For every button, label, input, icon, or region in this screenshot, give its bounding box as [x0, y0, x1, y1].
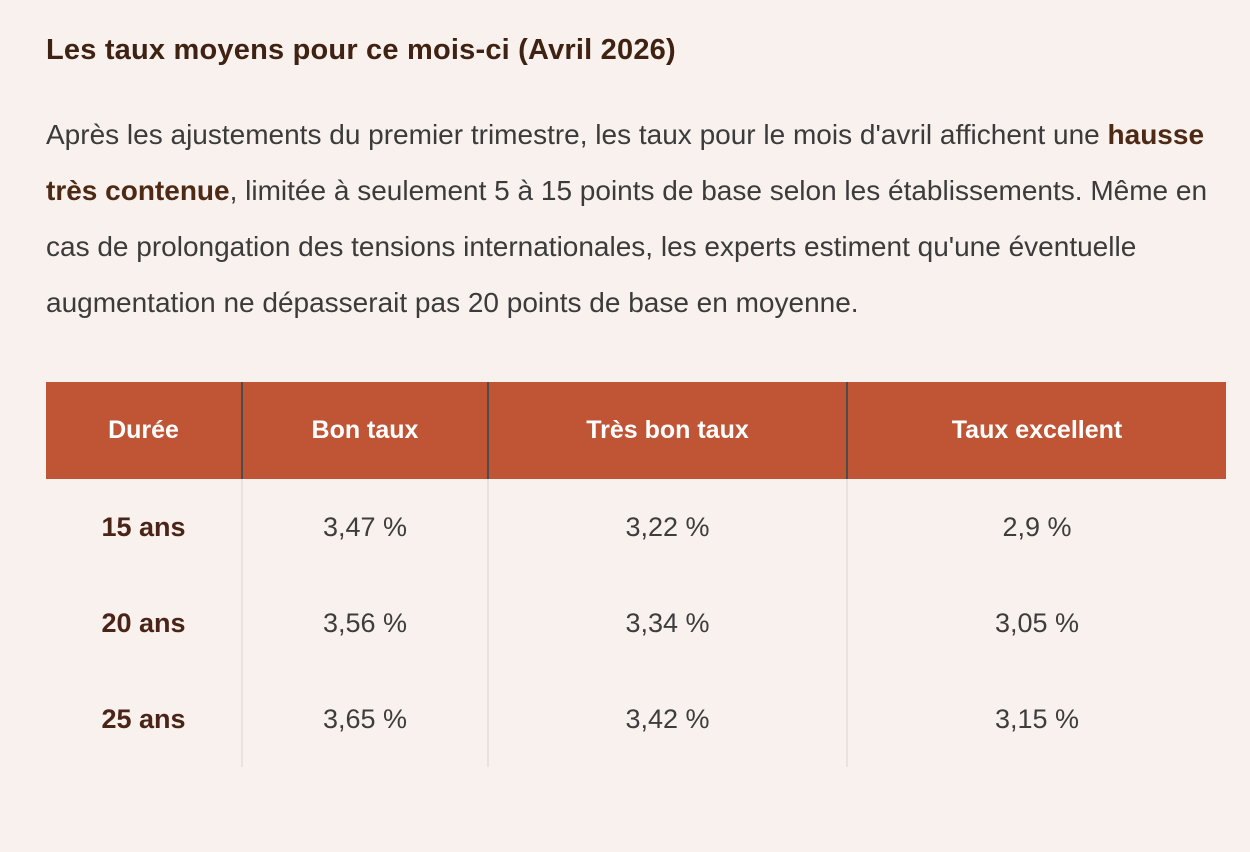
rate-cell: 2,9 %: [1002, 511, 1072, 542]
section-title: Les taux moyens pour ce mois-ci (Avril 2…: [46, 34, 676, 66]
rate-cell: 3,15 %: [994, 703, 1080, 734]
rates-table: Durée Bon taux Très bon taux Taux excell…: [46, 382, 1226, 767]
rate-cell: 3,42 %: [488, 671, 848, 767]
bold-emphasis: hausse très contenue: [46, 119, 1205, 206]
intro-paragraph: Après les ajustements du premier trimest…: [46, 107, 1221, 331]
row-header-duration: 25 ans: [46, 671, 243, 767]
rate-cell: 3,47 %: [242, 479, 489, 575]
column-header-taux-excellent: Taux excellent: [847, 382, 1226, 479]
table-row: 20 ans 3,56 % 3,34 % 3,05 %: [46, 575, 1226, 671]
rates-table-header: Durée Bon taux Très bon taux Taux excell…: [46, 382, 1226, 479]
rate-cell: 3,65 %: [242, 671, 489, 767]
column-header-duree: Durée: [46, 382, 243, 479]
table-row: 15 ans 3,47 % 3,22 % 2,9 %: [46, 479, 1226, 575]
row-header-duration: 20 ans: [46, 575, 243, 671]
rate-cell: 3,56 %: [242, 575, 489, 671]
table-row: 25 ans 3,65 % 3,42 % 3,15 %: [46, 671, 1226, 767]
paragraph-text-after: , limitée à seulement 5 à 15 points de b…: [46, 175, 1208, 318]
column-header-tres-bon-taux: Très bon taux: [488, 382, 848, 479]
row-header-duration: 15 ans: [46, 479, 243, 575]
paragraph-text-before: Après les ajustements du premier trimest…: [46, 119, 1108, 150]
rate-cell: 3,05 %: [994, 607, 1080, 638]
rates-table-body: 15 ans 3,47 % 3,22 % 2,9 % 20 ans 3,56 %…: [46, 479, 1226, 767]
rate-cell: 3,22 %: [488, 479, 848, 575]
article-content: Les taux moyens pour ce mois-ci (Avril 2…: [46, 34, 1226, 767]
column-header-bon-taux: Bon taux: [242, 382, 489, 479]
header-row: Durée Bon taux Très bon taux Taux excell…: [46, 382, 1226, 479]
rate-cell: 3,34 %: [488, 575, 848, 671]
